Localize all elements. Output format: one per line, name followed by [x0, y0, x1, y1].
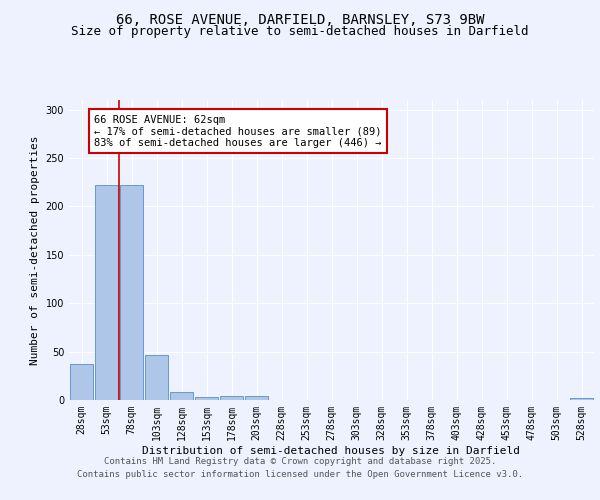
Bar	[170, 392, 193, 400]
Text: Contains public sector information licensed under the Open Government Licence v3: Contains public sector information licen…	[77, 470, 523, 479]
Bar	[220, 396, 243, 400]
Bar	[245, 396, 268, 400]
X-axis label: Distribution of semi-detached houses by size in Darfield: Distribution of semi-detached houses by …	[143, 446, 521, 456]
Text: Contains HM Land Registry data © Crown copyright and database right 2025.: Contains HM Land Registry data © Crown c…	[104, 458, 496, 466]
Bar	[195, 397, 218, 400]
Bar	[570, 398, 593, 400]
Text: Size of property relative to semi-detached houses in Darfield: Size of property relative to semi-detach…	[71, 25, 529, 38]
Bar	[120, 185, 143, 400]
Y-axis label: Number of semi-detached properties: Number of semi-detached properties	[30, 135, 40, 365]
Text: 66, ROSE AVENUE, DARFIELD, BARNSLEY, S73 9BW: 66, ROSE AVENUE, DARFIELD, BARNSLEY, S73…	[116, 12, 484, 26]
Bar	[95, 185, 118, 400]
Text: 66 ROSE AVENUE: 62sqm
← 17% of semi-detached houses are smaller (89)
83% of semi: 66 ROSE AVENUE: 62sqm ← 17% of semi-deta…	[94, 114, 382, 148]
Bar	[70, 364, 93, 400]
Bar	[145, 354, 168, 400]
